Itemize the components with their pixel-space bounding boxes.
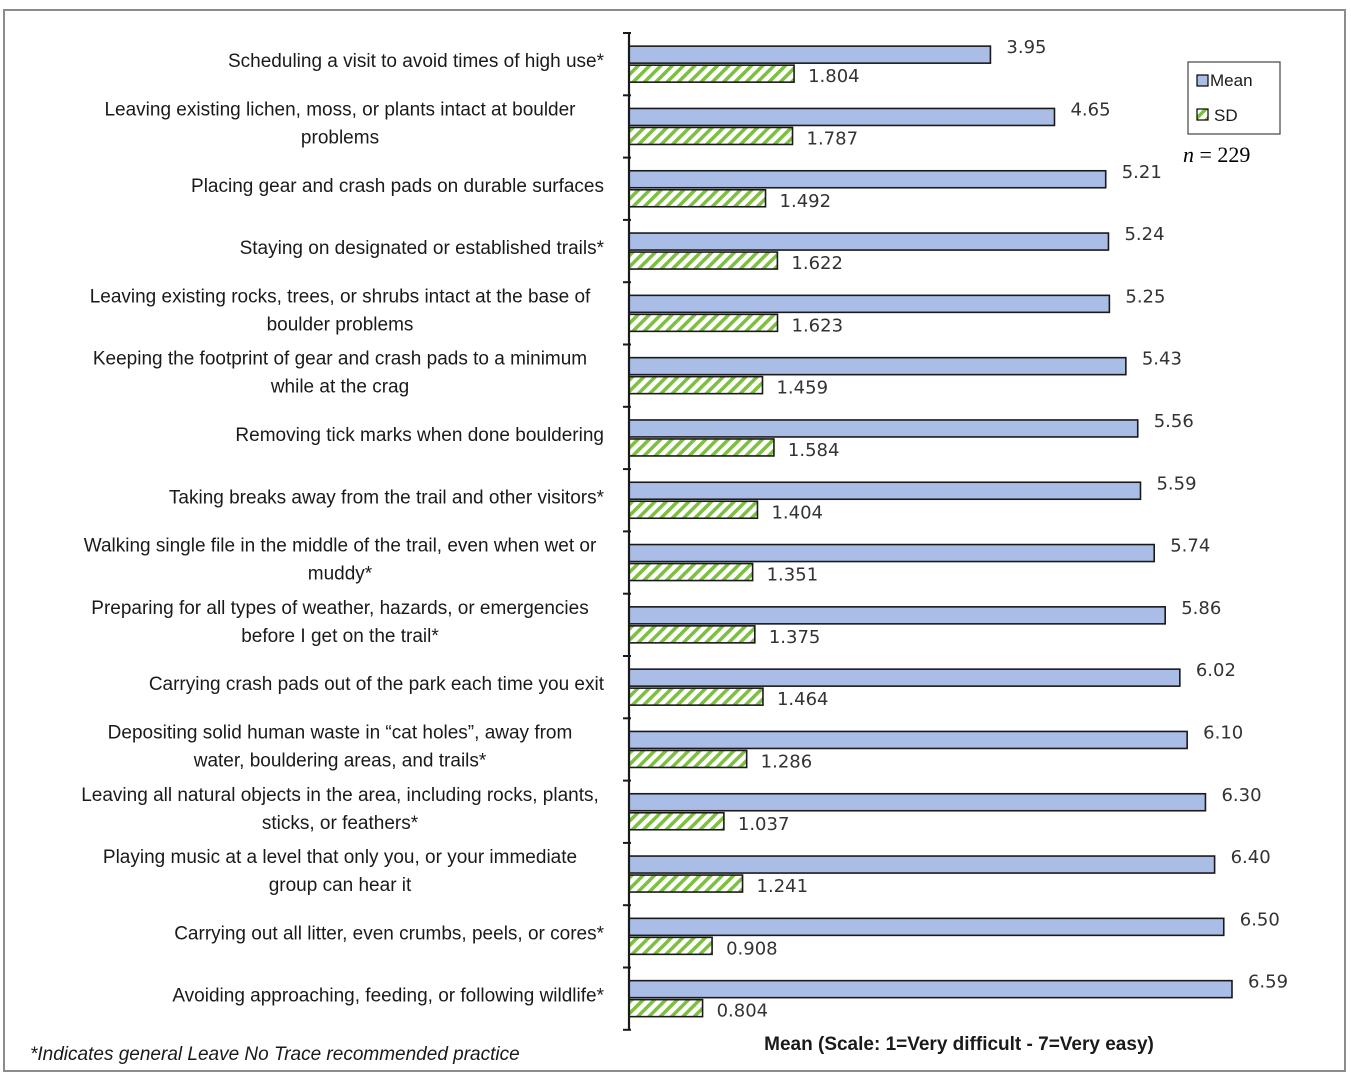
data-label-mean: 5.43 [1142, 349, 1182, 370]
bar-mean [628, 232, 1110, 251]
bar-mean [628, 107, 1056, 127]
bar-mean [628, 606, 1166, 625]
category-label: Walking single file in the middle of the… [84, 536, 597, 585]
bar-mean [628, 169, 1107, 189]
data-label-mean: 5.59 [1156, 473, 1196, 494]
data-label-mean: 5.25 [1125, 286, 1165, 307]
bar-sd [628, 562, 754, 582]
bar-mean [628, 792, 1207, 812]
data-label-sd: 1.787 [807, 128, 859, 149]
data-label-mean: 6.02 [1196, 660, 1236, 681]
data-label-mean: 6.50 [1240, 909, 1280, 930]
category-label: Carrying crash pads out of the park each… [149, 674, 605, 695]
footnote: *Indicates general Leave No Trace recomm… [30, 1044, 520, 1065]
data-label-mean: 5.21 [1122, 162, 1162, 183]
category-label: Taking breaks away from the trail and ot… [169, 487, 605, 508]
category-label: Avoiding approaching, feeding, or follow… [172, 986, 604, 1007]
category-label: Placing gear and crash pads on durable s… [191, 176, 604, 197]
category-label: Playing music at a level that only you, … [103, 847, 577, 896]
category-label: Leaving existing rocks, trees, or shrubs… [90, 286, 591, 335]
data-label-sd: 1.375 [769, 627, 821, 648]
bar-sd [628, 126, 794, 146]
data-label-sd: 1.404 [771, 502, 823, 523]
data-label-sd: 1.622 [791, 253, 843, 274]
bar-mean [628, 979, 1233, 999]
bar-sd [628, 438, 775, 457]
legend-label-sd: SD [1214, 106, 1238, 125]
category-label: Keeping the footprint of gear and crash … [93, 349, 587, 398]
bar-mean [628, 419, 1139, 438]
data-label-sd: 1.241 [757, 876, 809, 897]
data-label-sd: 0.908 [726, 938, 778, 959]
legend-swatch-mean [1196, 74, 1209, 87]
bar-mean [628, 294, 1111, 314]
category-label: Scheduling a visit to avoid times of hig… [228, 51, 605, 72]
data-label-sd: 1.286 [761, 751, 813, 772]
data-label-sd: 1.351 [767, 565, 819, 586]
data-label-mean: 5.24 [1124, 224, 1164, 245]
bar-sd [628, 874, 744, 893]
data-label-mean: 4.65 [1070, 99, 1110, 120]
bar-mean [628, 356, 1127, 376]
data-label-sd: 1.804 [808, 66, 860, 87]
bars-layer: 3.95 1.804 4.65 1.787 5.21 1.492 5.24 1.622 5.25… [628, 37, 1288, 1022]
data-label-sd: 1.464 [777, 689, 829, 710]
bar-sd [628, 749, 748, 769]
x-axis-label: Mean (Scale: 1=Very difficult - 7=Very e… [764, 1034, 1154, 1055]
category-label: Staying on designated or established tra… [240, 238, 605, 259]
bar-sd [628, 313, 779, 333]
bar-sd [628, 936, 713, 956]
data-label-sd: 1.037 [738, 814, 790, 835]
data-label-sd: 1.459 [776, 378, 828, 399]
data-label-mean: 5.56 [1154, 411, 1194, 432]
bar-mean [628, 481, 1142, 501]
y-axis [623, 32, 631, 1031]
bar-sd [628, 64, 795, 83]
data-label-mean: 5.86 [1181, 598, 1221, 619]
sample-size-annotation: n = 229 [1183, 142, 1250, 167]
category-labels: Scheduling a visit to avoid times of hig… [81, 51, 604, 1007]
data-label-mean: 6.40 [1231, 847, 1271, 868]
bar-mean [628, 45, 992, 64]
legend-label-mean: Mean [1210, 71, 1253, 90]
category-label: Leaving existing lichen, moss, or plants… [104, 99, 576, 148]
data-label-sd: 1.623 [792, 315, 844, 336]
data-label-mean: 6.10 [1203, 722, 1243, 743]
bar-mean [628, 917, 1225, 937]
data-label-mean: 3.95 [1006, 37, 1046, 58]
bar-mean [628, 543, 1156, 563]
bar-sd [628, 625, 756, 644]
data-label-mean: 6.59 [1248, 972, 1288, 993]
data-label-sd: 1.492 [780, 191, 832, 212]
bar-sd [628, 375, 764, 395]
bar-sd [628, 687, 764, 706]
legend: Mean SD [1187, 61, 1281, 135]
data-label-mean: 6.30 [1221, 785, 1261, 806]
bar-sd [628, 811, 725, 831]
category-label: Depositing solid human waste in “cat hol… [108, 722, 573, 771]
data-label-sd: 0.804 [717, 1001, 769, 1022]
bar-sd [628, 500, 759, 520]
bar-sd [628, 188, 767, 208]
category-label: Leaving all natural objects in the area,… [81, 785, 599, 834]
data-label-sd: 1.584 [788, 440, 840, 461]
bar-mean [628, 668, 1181, 687]
bar-mean [628, 730, 1188, 750]
bar-sd [628, 998, 704, 1018]
category-label: Preparing for all types of weather, haza… [91, 598, 588, 647]
category-label: Carrying out all litter, even crumbs, pe… [174, 923, 604, 944]
legend-swatch-sd [1196, 108, 1209, 121]
bar-mean [628, 855, 1216, 874]
data-label-mean: 5.74 [1170, 536, 1210, 557]
category-label: Removing tick marks when done bouldering [235, 425, 604, 446]
legend-box [1187, 61, 1281, 135]
bar-sd [628, 251, 779, 270]
